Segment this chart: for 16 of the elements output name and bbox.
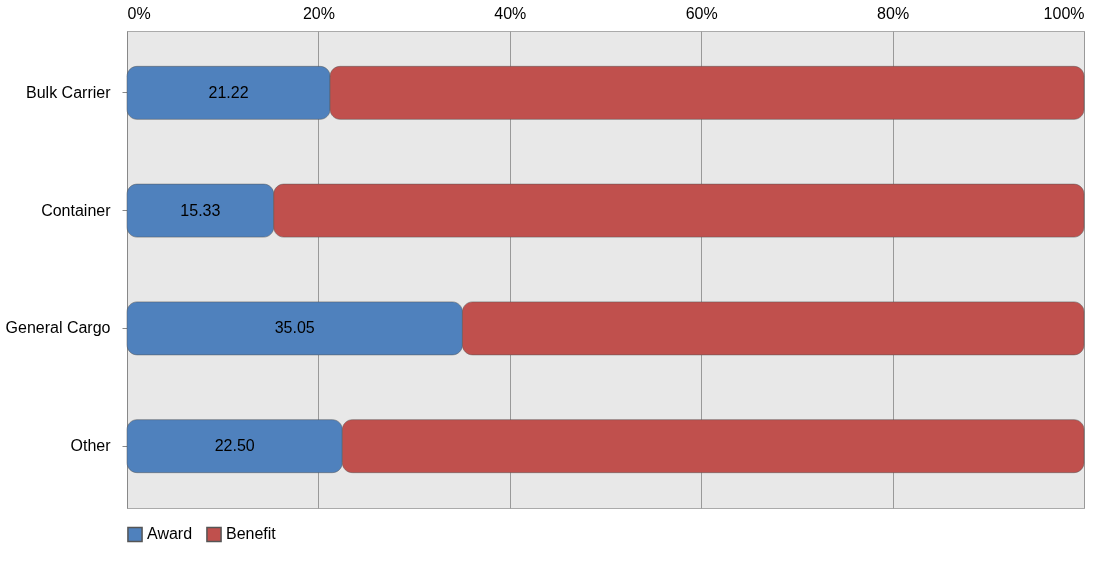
data-label: 15.33 [180,201,221,219]
legend-label: Benefit [226,525,277,543]
data-label: 22.50 [214,437,255,455]
x-tick-label: 100% [1043,4,1085,22]
x-tick-label: 60% [685,4,718,22]
y-tick-label: Container [41,201,112,219]
x-tick-label: 40% [494,4,527,22]
data-label: 35.05 [274,319,315,337]
data-label: 21.22 [208,83,249,101]
y-tick-label: Other [70,437,112,455]
x-tick-label: 0% [127,4,151,22]
x-tick-label: 20% [302,4,335,22]
x-tick-label: 80% [877,4,910,22]
legend-label: Award [147,525,193,543]
y-tick-label: General Cargo [5,319,111,337]
y-tick-label: Bulk Carrier [26,83,112,101]
